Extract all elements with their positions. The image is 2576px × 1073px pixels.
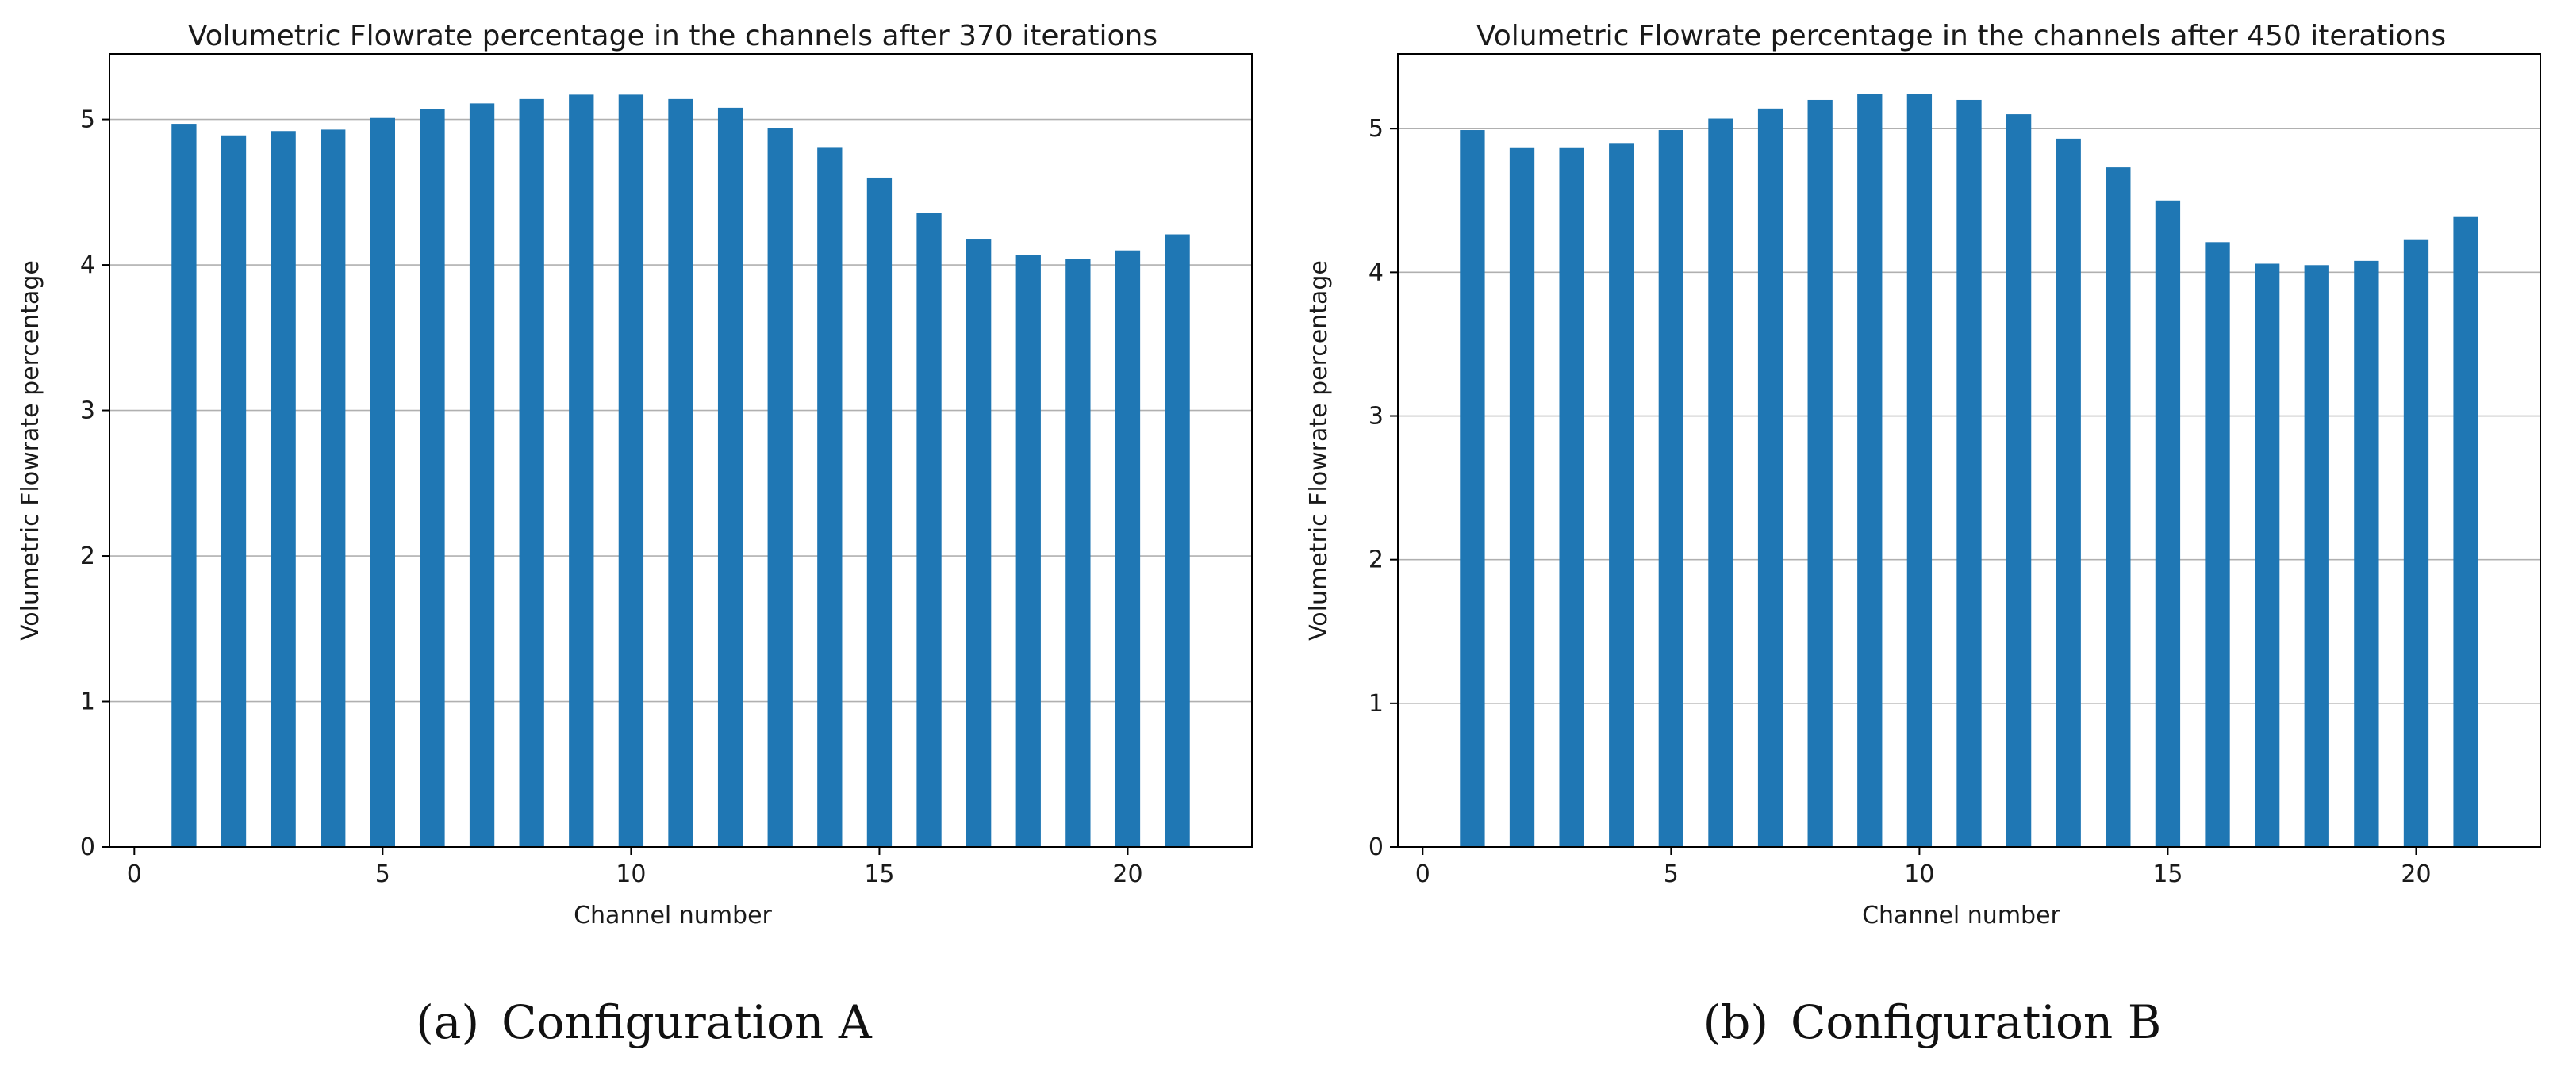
bar (569, 94, 594, 847)
caption-letter: (a) (416, 995, 480, 1049)
bar (2106, 167, 2131, 847)
x-tick-label: 0 (1415, 860, 1430, 888)
x-axis-label: Channel number (574, 902, 772, 929)
y-axis-label: Volumetric Flowrate percentage (1305, 260, 1333, 641)
bar (916, 213, 942, 847)
bar (1015, 255, 1041, 847)
bar (1609, 143, 1634, 847)
bar (1708, 118, 1733, 848)
y-tick-label: 4 (1369, 259, 1384, 286)
chart-b: Volumetric Flowrate percentage in the ch… (1305, 20, 2541, 929)
y-tick-label: 3 (80, 397, 95, 425)
chart-panel-b: Volumetric Flowrate percentage in the ch… (1288, 0, 2576, 1073)
bar (1165, 234, 1190, 847)
y-tick-label: 4 (80, 251, 95, 279)
caption-b: (b) Configuration B (1288, 995, 2576, 1049)
bar (767, 128, 793, 847)
bar (1559, 147, 1584, 848)
bar (171, 124, 197, 848)
y-tick-label: 1 (80, 688, 95, 716)
bar (370, 117, 395, 847)
bar (618, 94, 644, 847)
chart-title: Volumetric Flowrate percentage in the ch… (188, 20, 1157, 52)
bar (2255, 263, 2280, 847)
bar (1857, 94, 1883, 848)
bar (519, 98, 544, 847)
y-tick-label: 0 (1369, 833, 1384, 861)
bar (1956, 99, 1982, 848)
bar (966, 239, 992, 847)
bar (2056, 138, 2081, 848)
x-axis-label: Channel number (1862, 902, 2060, 929)
y-tick-label: 2 (80, 542, 95, 570)
chart-title: Volumetric Flowrate percentage in the ch… (1476, 20, 2446, 52)
x-tick-label: 15 (864, 860, 894, 888)
x-tick-label: 0 (127, 860, 142, 888)
bar (321, 129, 346, 847)
caption-letter: (b) (1703, 995, 1769, 1049)
bar (817, 147, 843, 847)
y-axis-label: Volumetric Flowrate percentage (17, 260, 44, 641)
x-tick-label: 5 (1664, 860, 1679, 888)
bar (2155, 200, 2181, 848)
bar (1115, 250, 1141, 847)
chart-a: Volumetric Flowrate percentage in the ch… (17, 20, 1253, 929)
bar (271, 131, 296, 848)
bar (717, 107, 743, 848)
bar-layer (1460, 94, 2478, 848)
bar (2453, 216, 2478, 847)
bar (2403, 239, 2429, 847)
bar (1906, 94, 1933, 848)
x-tick-label: 10 (1904, 860, 1934, 888)
bar (1658, 130, 1683, 847)
caption-text: Configuration B (1791, 995, 2162, 1049)
tick-layer: 0 1 2 3 4 5 0 5 10 15 20 (1369, 115, 2432, 888)
x-tick-label: 15 (2152, 860, 2182, 888)
y-tick-label: 5 (1369, 115, 1384, 143)
y-tick-label: 3 (1369, 403, 1384, 431)
chart-panel-a: Volumetric Flowrate percentage in the ch… (0, 20, 1288, 1049)
bar (2304, 265, 2329, 848)
bar (1757, 108, 1783, 847)
x-tick-label: 20 (2401, 860, 2431, 888)
plot-frame (1397, 53, 2541, 848)
bar-layer (171, 94, 1190, 848)
x-tick-label: 5 (375, 860, 390, 888)
bar (2354, 260, 2379, 847)
bar (221, 135, 247, 847)
bar (668, 98, 693, 847)
x-tick-label: 20 (1112, 860, 1142, 888)
bar (1807, 99, 1833, 848)
bar (2205, 242, 2230, 847)
y-tick-label: 2 (1369, 546, 1384, 574)
caption-text: Configuration A (501, 995, 872, 1049)
bar (1509, 147, 1535, 848)
y-tick-label: 5 (80, 106, 95, 134)
bar (420, 109, 445, 847)
bar (2006, 114, 2032, 847)
bar (469, 103, 495, 847)
tick-layer: 0 1 2 3 4 5 0 5 10 15 20 (80, 106, 1143, 888)
bar (1065, 259, 1091, 848)
y-tick-label: 0 (80, 833, 95, 861)
bar (1460, 130, 1485, 847)
caption-a: (a) Configuration A (0, 995, 1288, 1049)
x-tick-label: 10 (616, 860, 646, 888)
bar (866, 177, 893, 847)
plot-frame (109, 53, 1253, 848)
y-tick-label: 1 (1369, 690, 1384, 718)
